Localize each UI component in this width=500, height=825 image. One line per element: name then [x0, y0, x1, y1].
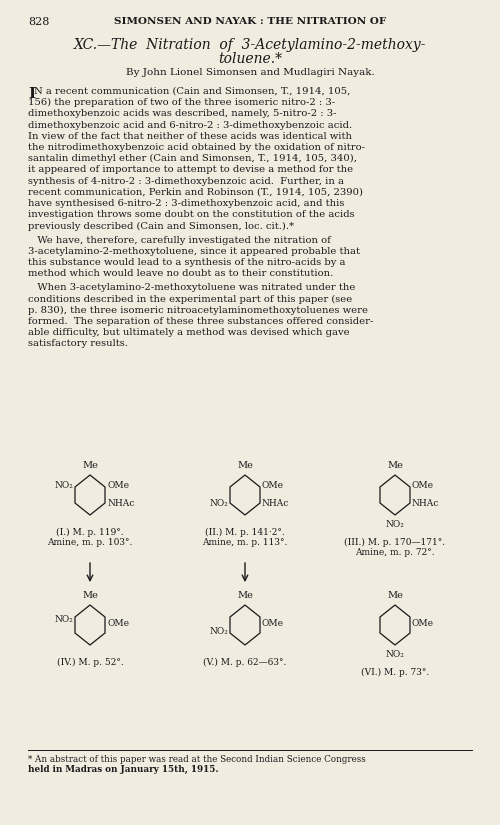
Text: OMe: OMe: [262, 482, 284, 491]
Text: Me: Me: [237, 591, 253, 600]
Text: investigation throws some doubt on the constitution of the acids: investigation throws some doubt on the c…: [28, 210, 354, 219]
Text: When 3-acetylamino-2-methoxytoluene was nitrated under the: When 3-acetylamino-2-methoxytoluene was …: [28, 284, 355, 292]
Text: previously described (Cain and Simonsen, loc. cit.).*: previously described (Cain and Simonsen,…: [28, 221, 294, 230]
Text: (IV.) M. p. 52°.: (IV.) M. p. 52°.: [56, 658, 124, 667]
Text: NO₂: NO₂: [386, 650, 404, 659]
Text: 3-acetylamino-2-methoxytoluene, since it appeared probable that: 3-acetylamino-2-methoxytoluene, since it…: [28, 247, 360, 256]
Text: held in Madras on January 15th, 1915.: held in Madras on January 15th, 1915.: [28, 765, 218, 774]
Text: (II.) M. p. 141·2°.: (II.) M. p. 141·2°.: [205, 528, 285, 537]
Text: santalin dimethyl ether (Cain and Simonsen, T., 1914, 105, 340),: santalin dimethyl ether (Cain and Simons…: [28, 154, 357, 163]
Text: NO₂: NO₂: [54, 482, 73, 491]
Text: this substance would lead to a synthesis of the nitro-acids by a: this substance would lead to a synthesis…: [28, 258, 345, 267]
Text: I: I: [28, 87, 35, 101]
Text: Me: Me: [82, 591, 98, 600]
Text: NHAc: NHAc: [107, 499, 134, 508]
Text: 828: 828: [28, 17, 50, 27]
Text: p. 830), the three isomeric nitroacetylaminomethoxytoluenes were: p. 830), the three isomeric nitroacetyla…: [28, 306, 368, 315]
Text: OMe: OMe: [412, 619, 434, 628]
Text: OMe: OMe: [262, 619, 284, 628]
Text: NHAc: NHAc: [262, 499, 289, 508]
Text: 156) the preparation of two of the three isomeric nitro-2 : 3-: 156) the preparation of two of the three…: [28, 98, 335, 107]
Text: SIMONSEN AND NAYAK : THE NITRATION OF: SIMONSEN AND NAYAK : THE NITRATION OF: [114, 17, 386, 26]
Text: have synthesised 6-nitro-2 : 3-dimethoxybenzoic acid, and this: have synthesised 6-nitro-2 : 3-dimethoxy…: [28, 199, 344, 208]
Text: NO₂: NO₂: [209, 499, 228, 508]
Text: conditions described in the experimental part of this paper (see: conditions described in the experimental…: [28, 295, 352, 304]
Text: N a recent communication (Cain and Simonsen, T., 1914, 105,: N a recent communication (Cain and Simon…: [34, 87, 350, 96]
Text: (VI.) M. p. 73°.: (VI.) M. p. 73°.: [361, 668, 429, 677]
Text: the nitrodimethoxybenzoic acid obtained by the oxidation of nitro-: the nitrodimethoxybenzoic acid obtained …: [28, 143, 365, 152]
Text: Me: Me: [82, 461, 98, 470]
Text: method which would leave no doubt as to their constitution.: method which would leave no doubt as to …: [28, 269, 333, 278]
Text: NO₂: NO₂: [54, 615, 73, 624]
Text: Amine, m. p. 103°.: Amine, m. p. 103°.: [48, 538, 132, 547]
Text: (I.) M. p. 119°.: (I.) M. p. 119°.: [56, 528, 124, 537]
Text: synthesis of 4-nitro-2 : 3-dimethoxybenzoic acid.  Further, in a: synthesis of 4-nitro-2 : 3-dimethoxybenz…: [28, 177, 344, 186]
Text: dimethoxybenzoic acids was described, namely, 5-nitro-2 : 3-: dimethoxybenzoic acids was described, na…: [28, 110, 336, 119]
Text: OMe: OMe: [107, 619, 129, 628]
Text: (V.) M. p. 62—63°.: (V.) M. p. 62—63°.: [204, 658, 286, 667]
Text: By John Lionel Simonsen and Mudlagiri Nayak.: By John Lionel Simonsen and Mudlagiri Na…: [126, 68, 374, 77]
Text: Amine, m. p. 113°.: Amine, m. p. 113°.: [202, 538, 288, 547]
Text: NO₂: NO₂: [386, 520, 404, 529]
Text: * An abstract of this paper was read at the Second Indian Science Congress: * An abstract of this paper was read at …: [28, 755, 366, 764]
Text: NO₂: NO₂: [209, 626, 228, 635]
Text: OMe: OMe: [412, 482, 434, 491]
Text: (III.) M. p. 170—171°.: (III.) M. p. 170—171°.: [344, 538, 446, 547]
Text: OMe: OMe: [107, 482, 129, 491]
Text: formed.  The separation of these three substances offered consider-: formed. The separation of these three su…: [28, 317, 374, 326]
Text: Amine, m. p. 72°.: Amine, m. p. 72°.: [355, 548, 435, 557]
Text: recent communication, Perkin and Robinson (T., 1914, 105, 2390): recent communication, Perkin and Robinso…: [28, 188, 363, 197]
Text: In view of the fact that neither of these acids was identical with: In view of the fact that neither of thes…: [28, 132, 352, 141]
Text: XC.—The  Nitration  of  3-Acetylamino-2-methoxy-: XC.—The Nitration of 3-Acetylamino-2-met…: [74, 38, 426, 52]
Text: satisfactory results.: satisfactory results.: [28, 339, 128, 348]
Text: dimethoxybenzoic acid and 6-nitro-2 : 3-dimethoxybenzoic acid.: dimethoxybenzoic acid and 6-nitro-2 : 3-…: [28, 120, 352, 130]
Text: toluene.*: toluene.*: [218, 52, 282, 66]
Text: We have, therefore, carefully investigated the nitration of: We have, therefore, carefully investigat…: [28, 236, 331, 244]
Text: Me: Me: [237, 461, 253, 470]
Text: NHAc: NHAc: [412, 499, 440, 508]
Text: Me: Me: [387, 461, 403, 470]
Text: able difficulty, but ultimately a method was devised which gave: able difficulty, but ultimately a method…: [28, 328, 349, 337]
Text: Me: Me: [387, 591, 403, 600]
Text: it appeared of importance to attempt to devise a method for the: it appeared of importance to attempt to …: [28, 165, 353, 174]
